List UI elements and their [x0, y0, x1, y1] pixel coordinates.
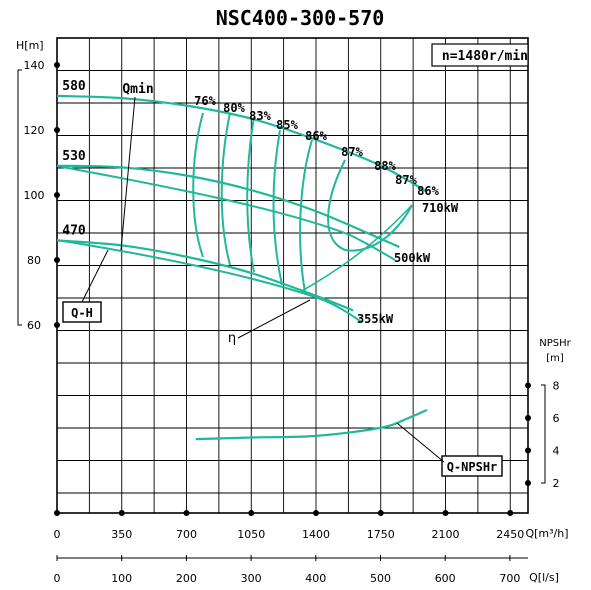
flow-ls-tick-label: 300 [241, 572, 262, 585]
head-tick-label: 60 [27, 319, 41, 332]
efficiency-label: 87% [395, 173, 417, 187]
flow-ls-tick-label: 100 [111, 572, 132, 585]
plot-frame [56, 37, 529, 514]
impeller-diameter-label: 530 [62, 149, 86, 164]
flow-ls-tick-label: 600 [435, 572, 456, 585]
head-axis-label: H[m] [16, 39, 44, 52]
chart-curves [56, 94, 428, 441]
head-tick-dot [54, 322, 60, 328]
flow-ls-tick-label: 500 [370, 572, 391, 585]
flow-m3h-tick-dot [442, 510, 449, 516]
flow-m3h-tick-label: 1750 [367, 528, 395, 541]
efficiency-iso-line [272, 129, 283, 286]
flow-m3h-tick-dot [118, 510, 125, 516]
head-tick-label: 140 [24, 59, 45, 72]
efficiency-label: 76% [194, 94, 216, 108]
qh-leader-line [81, 249, 109, 303]
power-label: 500kW [394, 251, 431, 265]
head-tick-label: 120 [24, 124, 45, 137]
flow-m3h-tick-label: 350 [111, 528, 132, 541]
head-tick-dot [54, 62, 60, 68]
qh-curve-470 [56, 239, 354, 312]
head-tick-dot [54, 257, 60, 263]
npsh-curve [195, 408, 428, 441]
efficiency-label: 83% [249, 109, 271, 123]
flow-ls-tick-label: 700 [499, 572, 520, 585]
npsh-tick-label: 6 [553, 412, 560, 425]
flow-m3h-tick-dot [507, 510, 514, 516]
qh-label: Q-H [71, 306, 93, 320]
flow-m3h-tick-label: 700 [176, 528, 197, 541]
power-label: 710kW [422, 201, 459, 215]
eta-leader-line [237, 299, 311, 339]
flow-ls-tick-label: 0 [54, 572, 61, 585]
npsh-axis-label-line2: [m] [546, 353, 564, 364]
flow-m3h-tick-label: 1400 [302, 528, 330, 541]
flow-m3h-tick-dot [54, 510, 60, 516]
npsh-tick-dot [525, 415, 531, 421]
speed-label-box [431, 43, 529, 67]
efficiency-iso-line [327, 159, 413, 252]
chart-title: NSC400-300-570 [216, 6, 385, 30]
head-axis-bracket [17, 69, 22, 326]
flow-m3h-tick-label: 2450 [496, 528, 524, 541]
npsh-tick-dot [525, 447, 531, 454]
npsh-tick-label: 4 [553, 445, 560, 458]
head-tick-label: 100 [24, 189, 45, 202]
impeller-diameter-label: 470 [62, 224, 86, 239]
power-label: 355kW [357, 312, 394, 326]
efficiency-label: 85% [276, 118, 298, 132]
flow-m3h-tick-label: 2100 [432, 528, 460, 541]
impeller-diameter-label: 580 [62, 79, 86, 94]
head-tick-dot [54, 127, 60, 133]
power-curve-355kw [56, 239, 363, 323]
qh-curve-580 [56, 94, 428, 193]
flow-m3h-tick-label: 1050 [237, 528, 265, 541]
npsh-tick-dot [525, 480, 531, 486]
flow-axis-ls-label: Q[l/s] [529, 571, 559, 584]
efficiency-label: 86% [417, 184, 439, 198]
npsh-axis-bracket [541, 384, 546, 484]
efficiency-label: 87% [341, 145, 363, 159]
flow-m3h-tick-label: 0 [54, 528, 61, 541]
flow-ls-tick-label: 400 [305, 572, 326, 585]
efficiency-iso-line [192, 112, 204, 258]
flow-m3h-tick-dot [183, 510, 190, 516]
qh-curve-530 [56, 164, 400, 249]
npsh-series-label: Q-NPSHr [447, 460, 498, 474]
flow-m3h-tick-dot [377, 510, 384, 516]
efficiency-iso-line [246, 116, 255, 273]
flow-m3h-tick-dot [313, 510, 319, 516]
efficiency-iso-line [220, 112, 231, 266]
flow-axis-m3h-label: Q[m³/h] [525, 527, 568, 540]
eta-label: η [228, 331, 236, 346]
npsh-tick-label: 2 [553, 477, 560, 490]
npsh-label-box [441, 455, 503, 477]
chart-grid [17, 37, 546, 561]
speed-label: n=1480r/min [442, 49, 528, 64]
npsh-tick-dot [525, 382, 531, 389]
efficiency-label: 86% [305, 129, 327, 143]
npsh-axis-label-line1: NPSHr [539, 338, 571, 349]
npsh-leader-line [396, 422, 445, 463]
npsh-tick-label: 8 [553, 380, 560, 393]
qmin-label: Qmin [122, 82, 153, 97]
head-tick-label: 80 [27, 254, 41, 267]
power-curve-710kw-tail [299, 204, 413, 293]
flow-ls-tick-label: 200 [176, 572, 197, 585]
qmin-leader-line [120, 96, 136, 251]
head-tick-dot [54, 192, 60, 198]
efficiency-iso-line [299, 139, 313, 293]
efficiency-label: 88% [374, 159, 396, 173]
flow-m3h-tick-dot [248, 510, 255, 516]
efficiency-label: 80% [223, 101, 245, 115]
